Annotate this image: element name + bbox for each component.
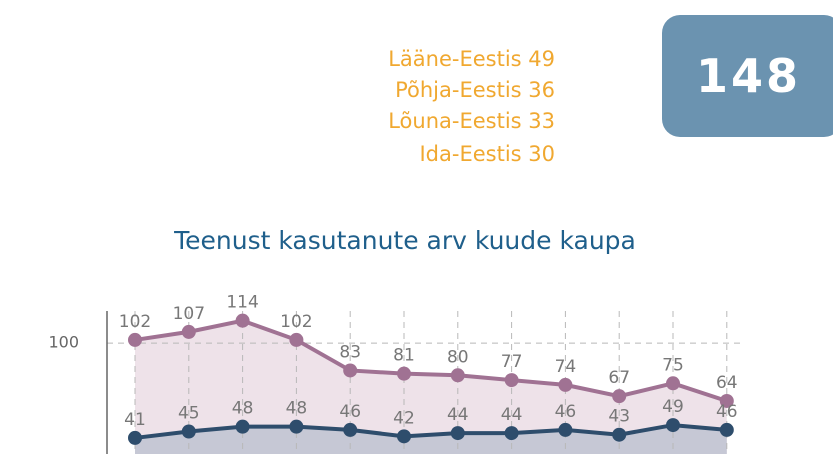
data-label: 75 <box>662 355 684 375</box>
point <box>558 422 573 437</box>
data-label: 83 <box>339 342 361 362</box>
point <box>666 376 680 391</box>
region-count: Põhja-Eestis 36 <box>395 78 555 102</box>
chart-title: Teenust kasutanute arv kuude kaupa <box>173 226 636 255</box>
data-label: 114 <box>226 293 258 313</box>
point <box>128 332 142 347</box>
point <box>181 424 196 439</box>
data-label: 107 <box>173 304 205 324</box>
point <box>558 377 573 392</box>
data-label: 48 <box>232 399 254 419</box>
point <box>719 393 734 408</box>
data-label: 46 <box>555 402 577 422</box>
data-label: 46 <box>716 402 738 422</box>
region-count: Lõuna-Eestis 33 <box>388 109 555 133</box>
point <box>181 324 196 339</box>
point <box>289 332 304 347</box>
point <box>343 422 358 437</box>
point <box>666 418 680 433</box>
point <box>450 368 465 383</box>
point <box>612 389 627 404</box>
region-count: Ida-Eestis 30 <box>419 142 555 166</box>
data-label: 80 <box>447 347 469 367</box>
data-label: 43 <box>608 407 630 427</box>
data-label: 102 <box>280 312 312 332</box>
area <box>135 320 727 454</box>
total-box: 148 <box>662 15 833 137</box>
point <box>235 419 250 434</box>
point <box>128 430 142 445</box>
point <box>504 373 519 388</box>
point <box>397 429 411 444</box>
point <box>504 426 519 441</box>
data-label: 42 <box>393 408 415 428</box>
data-label: 44 <box>447 405 469 425</box>
data-label: 44 <box>501 405 523 425</box>
point <box>343 363 358 378</box>
point <box>450 426 465 441</box>
point <box>289 419 304 434</box>
data-label: 45 <box>178 404 200 424</box>
point <box>397 366 411 381</box>
data-label: 102 <box>119 312 151 332</box>
data-label: 49 <box>662 397 684 417</box>
line <box>134 318 728 403</box>
region-count: Lääne-Eestis 49 <box>388 47 555 71</box>
data-label: 41 <box>124 410 146 430</box>
data-label: 77 <box>501 352 523 372</box>
data-label: 64 <box>716 373 738 393</box>
line <box>134 423 727 440</box>
point <box>719 422 734 437</box>
data-label: 48 <box>286 399 308 419</box>
point <box>235 313 250 328</box>
data-label: 81 <box>393 346 415 366</box>
data-label: 46 <box>339 402 361 422</box>
data-label: 67 <box>608 368 630 388</box>
data-label: 74 <box>555 357 577 377</box>
point <box>612 427 627 442</box>
y-tick-label: 100 <box>48 333 79 352</box>
